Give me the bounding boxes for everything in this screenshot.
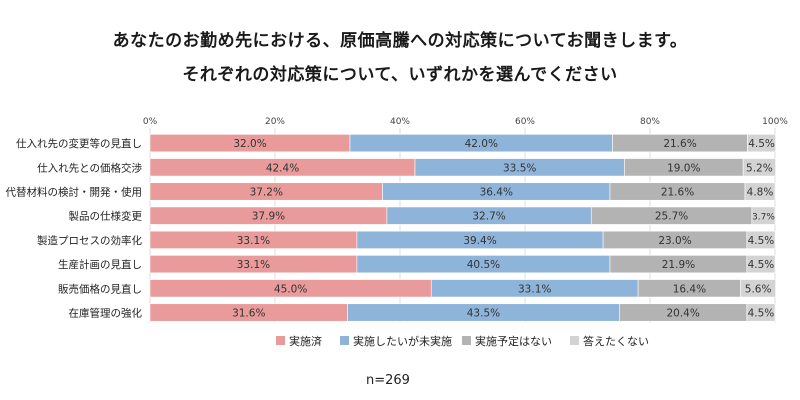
sample-size-label: n=269 <box>366 373 410 388</box>
bar-segment <box>751 206 776 225</box>
bar-segment <box>744 182 776 201</box>
legend-label: 実施済 <box>289 334 322 348</box>
data-label: 16.4% <box>673 283 706 295</box>
data-label: 23.0% <box>658 235 691 247</box>
legend-swatch <box>570 336 579 345</box>
category-label: 生産計画の見直し <box>58 258 142 271</box>
data-label: 42.4% <box>266 162 299 174</box>
data-label: 3.7% <box>752 213 775 223</box>
x-tick-label: 20% <box>265 117 285 127</box>
x-tick-label: 60% <box>515 117 535 127</box>
data-label: 45.0% <box>274 283 307 295</box>
data-label: 40.5% <box>467 259 500 271</box>
x-tick-label: 100% <box>762 117 788 127</box>
x-tick-label: 40% <box>390 117 410 127</box>
data-label: 4.5% <box>748 308 775 320</box>
category-label: 代替材料の検討・開発・使用 <box>6 186 143 199</box>
legend-label: 実施したいが未実施 <box>353 334 452 348</box>
data-label: 25.7% <box>655 211 688 223</box>
x-tick-label: 0% <box>143 117 158 127</box>
data-label: 21.9% <box>662 259 695 271</box>
legend-swatch <box>340 336 349 345</box>
legend-swatch <box>462 336 471 345</box>
data-label: 4.5% <box>748 138 775 150</box>
data-label: 33.1% <box>518 283 551 295</box>
chart-title-line-1: あなたのお勤め先における、原価高騰への対応策についてお聞きします。 <box>112 31 688 51</box>
data-label: 21.6% <box>663 138 696 150</box>
data-label: 5.2% <box>746 162 773 174</box>
bar-segment <box>740 279 776 298</box>
legend-label: 答えたくない <box>583 334 649 348</box>
data-label: 37.2% <box>250 187 283 199</box>
category-label: 製造プロセスの効率化 <box>37 234 142 247</box>
data-label: 33.1% <box>237 259 270 271</box>
data-label: 19.0% <box>667 162 700 174</box>
data-label: 31.6% <box>232 308 265 320</box>
data-label: 33.1% <box>237 235 270 247</box>
data-label: 5.6% <box>745 283 772 295</box>
data-label: 39.4% <box>463 235 496 247</box>
bar-segment <box>746 255 776 274</box>
data-label: 42.0% <box>465 138 498 150</box>
data-label: 32.7% <box>472 211 505 223</box>
data-label: 37.9% <box>252 211 285 223</box>
category-label: 仕入れ先の変更等の見直し <box>16 137 142 150</box>
data-label: 4.5% <box>748 259 775 271</box>
data-label: 32.0% <box>233 138 266 150</box>
legend-label: 実施予定はない <box>475 334 552 348</box>
chart-title-line-2: それぞれの対応策について、いずれかを選んでください <box>182 65 618 85</box>
category-label: 在庫管理の強化 <box>69 307 143 320</box>
data-label: 4.8% <box>747 187 774 199</box>
legend-swatch <box>276 336 285 345</box>
bar-segment <box>747 134 776 153</box>
data-label: 33.5% <box>503 162 536 174</box>
category-label: 製品の仕様変更 <box>69 210 143 223</box>
bar-segment <box>746 303 776 322</box>
x-tick-label: 80% <box>640 117 660 127</box>
data-label: 21.6% <box>661 187 694 199</box>
category-label: 仕入れ先との価格交渉 <box>37 161 142 174</box>
bar-segment <box>742 158 776 177</box>
bar-segment <box>746 230 776 249</box>
data-label: 36.4% <box>480 187 513 199</box>
data-label: 43.5% <box>467 308 500 320</box>
data-label: 20.4% <box>666 308 699 320</box>
category-label: 販売価格の見直し <box>58 282 142 295</box>
data-label: 4.5% <box>748 235 775 247</box>
